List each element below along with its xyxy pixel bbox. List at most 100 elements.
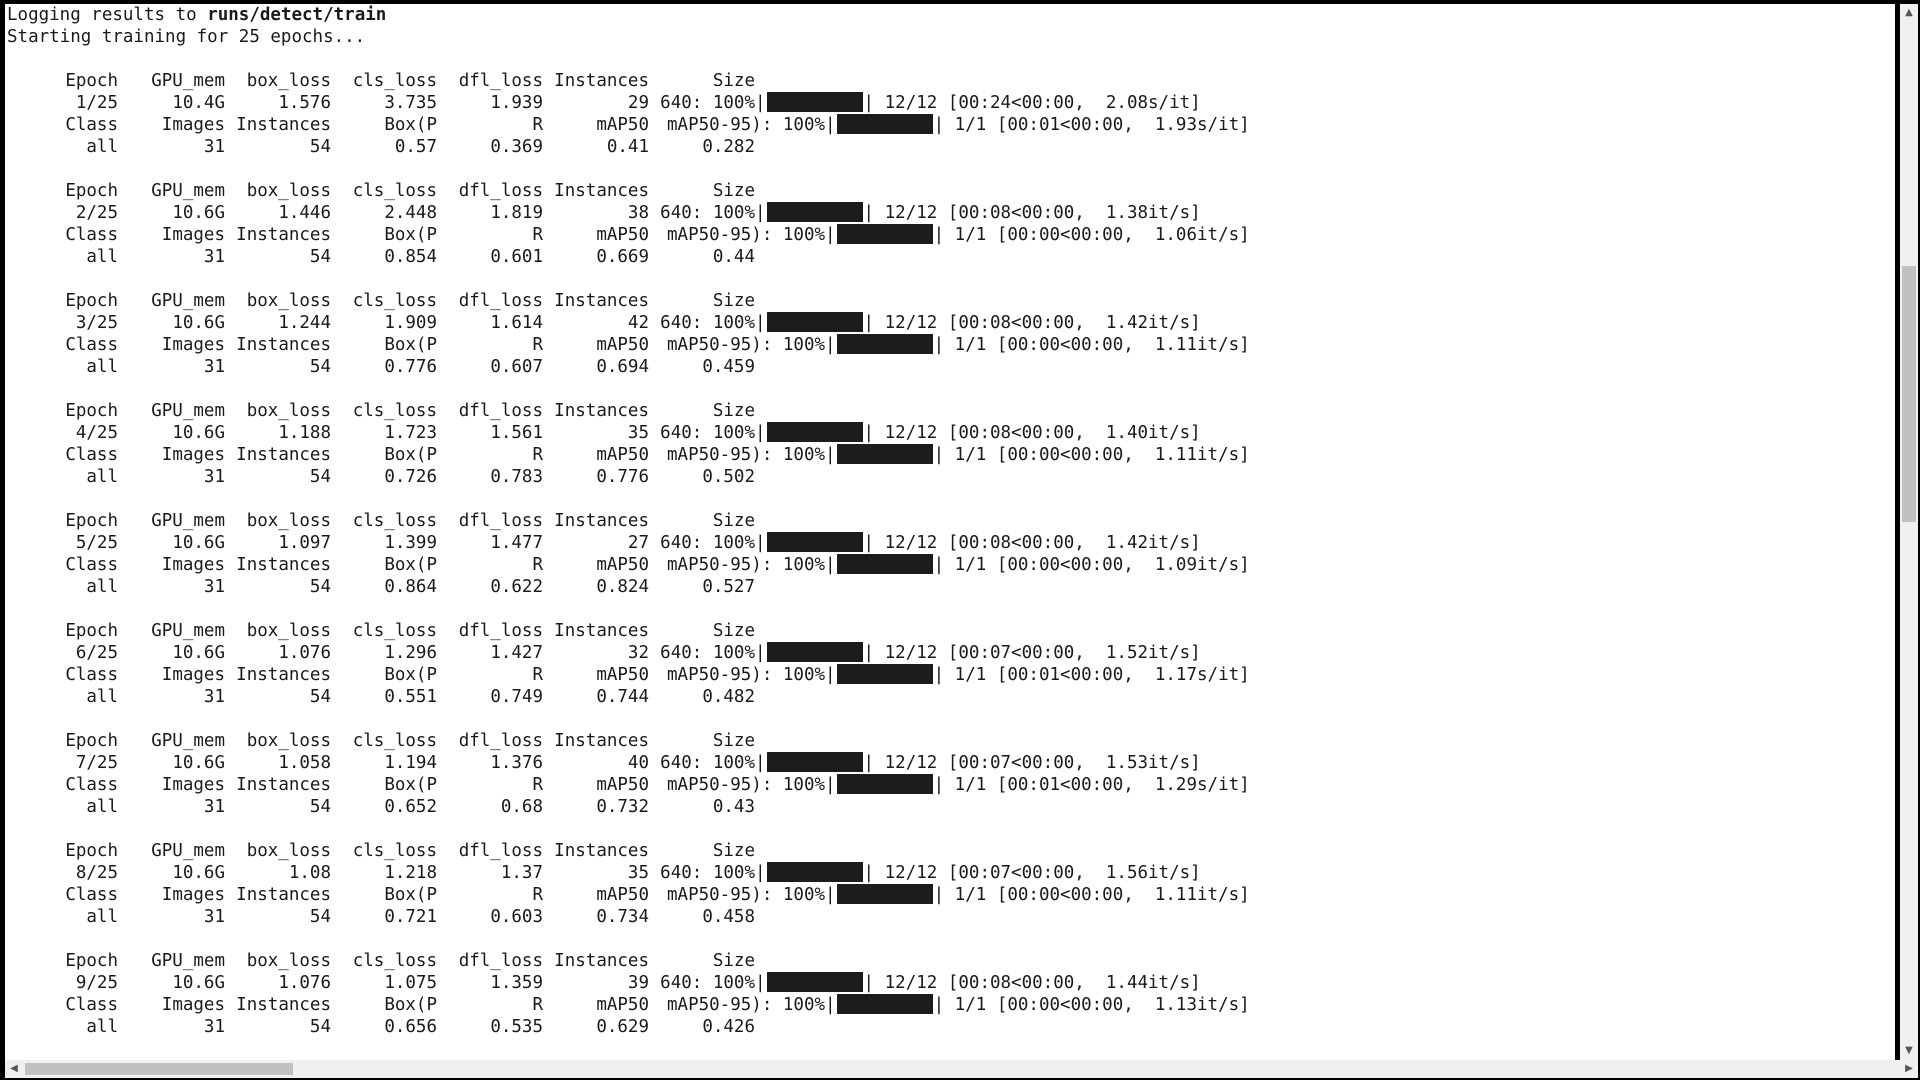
train-header-row-cell: GPU_mem [151,71,225,91]
epoch-block: Epoch GPU_mem box_loss cls_loss dfl_loss Inst… [7,290,1887,400]
val-row-cell: 0.601 [490,247,543,267]
vertical-scroll-thumb[interactable] [1902,266,1916,522]
train-row-cell: 32 [627,643,649,663]
train-header-row-cell: dfl_loss [458,841,543,861]
val-row-cell: 54 [309,1017,331,1037]
terminal-window: Logging results to runs/detect/train Sta… [5,4,1895,1060]
vertical-scrollbar[interactable]: ▲ ▼ [1900,4,1918,1060]
scroll-right-icon[interactable]: ▶ [1905,1063,1913,1074]
val-header-row-cell: R [532,115,543,135]
horizontal-scrollbar[interactable]: ◀ ▶ [5,1060,1918,1078]
train-header-row-cell: Instances [554,511,649,531]
val-header-row-cell: mAP50-95): 100% [667,775,826,795]
val-row-cell: 0.502 [702,467,755,487]
log-path: runs/detect/train [207,5,387,25]
horizontal-scroll-thumb[interactable] [25,1063,293,1075]
val-row-cell: 0.732 [596,797,649,817]
val-header-row-cell: Class [65,445,118,465]
train-header-row-cell: dfl_loss [458,71,543,91]
train-header-row-cell: dfl_loss [458,291,543,311]
train-row-cell: 35 [627,423,649,443]
val-row: all 31 54 0.57 0.369 0.41 0.282 [7,136,1887,158]
progress-bar [836,444,933,464]
val-header-row-cell: R [532,335,543,355]
val-header-row-cell: Images [161,995,225,1015]
train-row-cell: 1.188 [278,423,331,443]
train-header-row-cell: cls_loss [352,511,437,531]
val-header-row-cell: mAP50-95): 100% [667,885,826,905]
val-row-cell: 0.426 [702,1017,755,1037]
train-row: 1/25 10.4G 1.576 3.735 1.939 29 640: 100%| | 12… [7,92,1887,114]
val-header-row-cell: Instances [236,775,331,795]
train-row-cell: 1.939 [490,93,543,113]
val-row: all 31 54 0.726 0.783 0.776 0.502 [7,466,1887,488]
train-row-cell: 10.6G [172,533,225,553]
train-row-cell: 640: 100% [660,533,755,553]
train-progress-text: 12/12 [00:08<00:00, 1.44it/s] [884,973,1201,993]
train-row-cell: 29 [627,93,649,113]
progress-bar [766,972,863,992]
train-row-cell: 10.6G [172,423,225,443]
train-row-cell: 27 [627,533,649,553]
train-row: 4/25 10.6G 1.188 1.723 1.561 35 640: 100%| | 12… [7,422,1887,444]
scroll-up-icon[interactable]: ▲ [1905,7,1913,18]
train-header-row-cell: dfl_loss [458,511,543,531]
val-row-cell: all [86,797,118,817]
progress-bar [836,774,933,794]
val-header-row-cell: R [532,885,543,905]
val-row-cell: 54 [309,687,331,707]
val-row-cell: all [86,1017,118,1037]
val-header-row-cell: mAP50-95): 100% [667,995,826,1015]
val-row-cell: 0.783 [490,467,543,487]
val-row-cell: 0.44 [712,247,755,267]
val-progress-text: 1/1 [00:00<00:00, 1.09it/s] [954,555,1250,575]
val-row-cell: 0.824 [596,577,649,597]
train-row-cell: 1.075 [384,973,437,993]
val-header-row-cell: Box(P [384,335,437,355]
progress-bar [766,422,863,442]
train-row-cell: 40 [627,753,649,773]
train-header-row-cell: GPU_mem [151,181,225,201]
train-row-cell: 1.08 [288,863,331,883]
train-header-row-cell: cls_loss [352,291,437,311]
scroll-left-icon[interactable]: ◀ [10,1063,18,1074]
train-row-cell: 1.561 [490,423,543,443]
train-row-cell: 1.909 [384,313,437,333]
train-header-row-cell: Epoch [65,181,118,201]
val-row-cell: 31 [203,687,225,707]
val-row-cell: 54 [309,247,331,267]
val-progress-text: 1/1 [00:01<00:00, 1.93s/it] [954,115,1250,135]
train-header-row-cell: GPU_mem [151,731,225,751]
train-row-cell: 38 [627,203,649,223]
train-row-cell: 10.6G [172,643,225,663]
train-row: 3/25 10.6G 1.244 1.909 1.614 42 640: 100%| | 12… [7,312,1887,334]
train-progress-text: 12/12 [00:24<00:00, 2.08s/it] [884,93,1201,113]
val-row-cell: 0.864 [384,577,437,597]
epoch-block: Epoch GPU_mem box_loss cls_loss dfl_loss Inst… [7,70,1887,180]
train-header-row-cell: box_loss [246,291,331,311]
val-header-row-cell: Class [65,995,118,1015]
train-row-cell: 1/25 [75,93,118,113]
train-row-cell: 640: 100% [660,753,755,773]
train-row: 9/25 10.6G 1.076 1.075 1.359 39 640: 100%| | 12… [7,972,1887,994]
val-row-cell: 54 [309,797,331,817]
val-row-cell: 0.482 [702,687,755,707]
train-row-cell: 640: 100% [660,643,755,663]
scroll-down-icon[interactable]: ▼ [1905,1045,1913,1056]
train-header-row: Epoch GPU_mem box_loss cls_loss dfl_loss Inst… [7,400,1887,422]
val-row-cell: 0.721 [384,907,437,927]
progress-bar [766,642,863,662]
val-row-cell: 0.43 [712,797,755,817]
val-header-row-cell: mAP50-95): 100% [667,665,826,685]
train-header-row-cell: dfl_loss [458,731,543,751]
train-header-row-cell: box_loss [246,621,331,641]
train-header-row-cell: cls_loss [352,401,437,421]
val-row: all 31 54 0.656 0.535 0.629 0.426 [7,1016,1887,1038]
train-header-row-cell: GPU_mem [151,621,225,641]
val-header-row-cell: Box(P [384,225,437,245]
train-row-cell: 2/25 [75,203,118,223]
train-row-cell: 1.614 [490,313,543,333]
